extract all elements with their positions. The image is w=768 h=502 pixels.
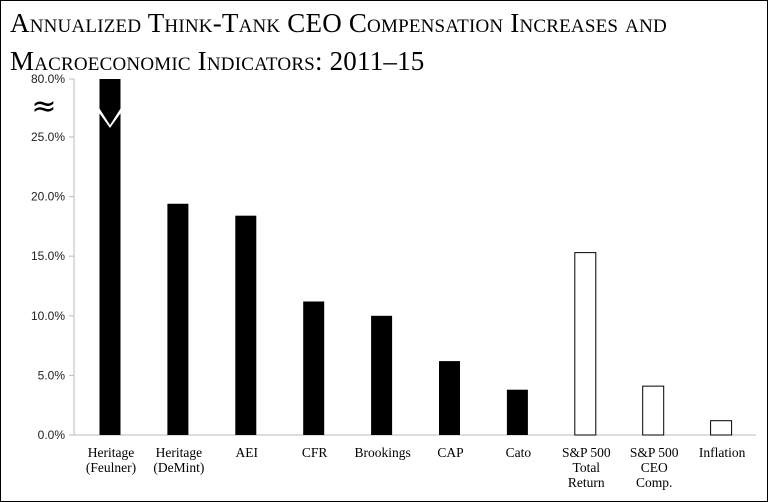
category-label: CEO: [641, 460, 668, 475]
category-label: AEI: [236, 445, 259, 460]
bar: [710, 420, 733, 436]
bar: [371, 315, 393, 435]
category-label: Total: [573, 460, 601, 475]
y-tick-label: 25.0%: [31, 130, 65, 144]
bar: [506, 389, 528, 435]
chart-title-line-1: Annualized Think-Tank CEO Compensation I…: [10, 8, 667, 38]
bar: [99, 79, 121, 435]
category-label: Return: [568, 475, 605, 490]
bar: [167, 203, 189, 435]
category-label: S&P 500: [562, 445, 611, 460]
x-axis-labels: Heritage(Feulner)Heritage(DeMint)AEI CFR B…: [86, 445, 746, 490]
y-tick-label: 5.0%: [38, 368, 66, 382]
category-label: Inflation: [699, 445, 746, 460]
category-label: Heritage: [88, 445, 134, 460]
bar: [439, 361, 460, 435]
category-label: (Feulner): [86, 460, 136, 475]
category-label: Cato: [506, 445, 532, 460]
category-label: Brookings: [354, 445, 410, 460]
chart-title-line-2: Macroeconomic Indicators: 2011–15: [10, 46, 425, 76]
chart-title: Annualized Think-Tank CEO Compensation I…: [10, 4, 760, 80]
y-tick-label: 10.0%: [31, 309, 65, 323]
bar: [574, 252, 597, 436]
y-tick-label: 0.0%: [38, 428, 66, 442]
category-label: Comp.: [636, 475, 672, 490]
bar-break-notch: [98, 107, 122, 128]
y-tick-label: 80.0%: [31, 72, 65, 86]
category-label: Heritage: [156, 445, 202, 460]
axis-break-symbol: ≈: [31, 89, 56, 124]
category-label: CAP: [437, 445, 463, 460]
category-label: S&P 500: [630, 445, 679, 460]
y-tick-label: 15.0%: [31, 249, 65, 263]
bar: [235, 215, 257, 435]
category-label: (DeMint): [153, 460, 204, 475]
bars: [99, 79, 733, 436]
category-label: CFR: [302, 445, 328, 460]
y-tick-label: 20.0%: [31, 190, 65, 204]
bar: [303, 301, 325, 435]
bar: [642, 385, 665, 436]
axis-break: ≈: [31, 89, 122, 128]
